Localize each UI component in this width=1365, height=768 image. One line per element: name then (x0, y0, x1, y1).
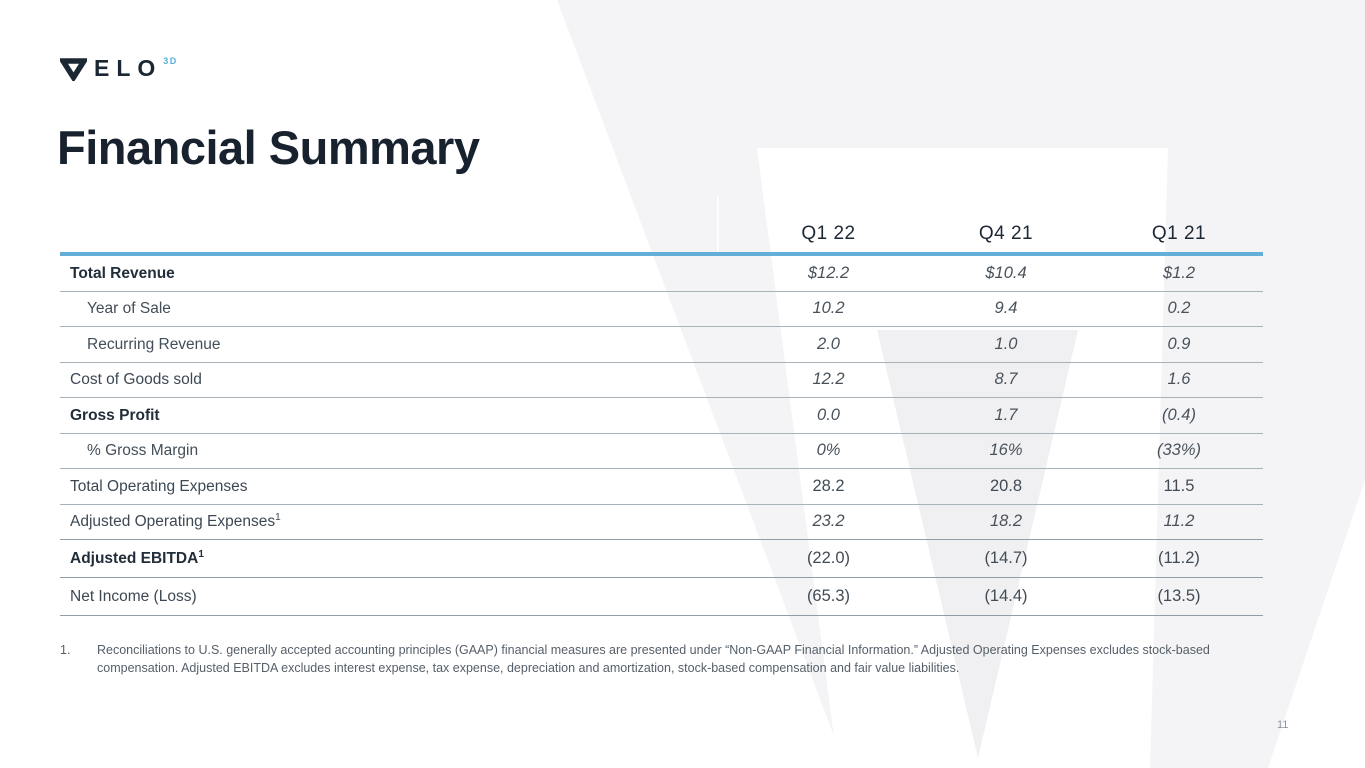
table-row: Adjusted Operating Expenses1 23.2 18.2 1… (60, 505, 1263, 540)
cell-q1-22: 0% (816, 441, 841, 460)
cell-q4-21: (14.7) (984, 549, 1028, 567)
cell-q4-21: 20.8 (989, 476, 1023, 495)
cell-q4-21: 8.7 (994, 370, 1018, 389)
cell-q1-22: 2.0 (817, 334, 840, 353)
cell-q1-21: $1.2 (1162, 263, 1196, 282)
cell-q1-21: 1.6 (1167, 370, 1191, 389)
footnote: 1. Reconciliations to U.S. generally acc… (60, 642, 1257, 677)
header-underline (60, 252, 1263, 256)
cell-q1-21: 11.2 (1163, 512, 1195, 531)
page-title: Financial Summary (57, 121, 480, 174)
row-label: Total Revenue (70, 264, 175, 282)
row-label: Total Operating Expenses (70, 477, 248, 495)
row-label: % Gross Margin (87, 442, 199, 460)
velo3d-logo: ELO 3D (60, 56, 178, 81)
footnote-number: 1. (60, 643, 71, 657)
row-label: Adjusted Operating Expenses1 (70, 512, 281, 531)
row-label: Net Income (Loss) (70, 588, 197, 606)
row-label: Adjusted EBITDA1 (70, 548, 204, 568)
cell-q1-22: (65.3) (806, 587, 851, 605)
footnote-marker: 1 (198, 548, 204, 560)
cell-q4-21: 1.0 (994, 334, 1018, 353)
cell-q1-21: 0.9 (1167, 334, 1191, 353)
cell-q1-21: (0.4) (1162, 405, 1196, 424)
cell-q4-21: (14.4) (984, 587, 1028, 605)
row-label: Year of Sale (87, 300, 171, 318)
table-row: Year of Sale 10.2 9.4 0.2 (60, 292, 1263, 327)
cell-q1-21: 0.2 (1167, 299, 1191, 318)
table-row: Recurring Revenue 2.0 1.0 0.9 (60, 327, 1263, 363)
financial-summary-table: Q1 22 Q4 21 Q1 21 Total Revenue $12.2 $1… (60, 220, 1263, 616)
table-row: Net Income (Loss) (65.3) (14.4) (13.5) (60, 578, 1263, 616)
logo-word: ELO (94, 55, 163, 81)
table-header-row: Q1 22 Q4 21 Q1 21 (60, 220, 1263, 252)
table-row: % Gross Margin 0% 16% (33%) (60, 434, 1263, 469)
table-row: Cost of Goods sold 12.2 8.7 1.6 (60, 363, 1263, 398)
table-body: Total Revenue $12.2 $10.4 $1.2 Year of S… (60, 256, 1263, 616)
page-number: 11 (1277, 719, 1289, 731)
cell-q1-21: (11.2) (1158, 549, 1200, 567)
cell-q4-21: 16% (989, 441, 1023, 460)
cell-q1-22: 23.2 (812, 512, 845, 531)
velo-v-icon (60, 58, 87, 81)
column-divider-line (717, 196, 719, 253)
cell-q1-22: (22.0) (806, 549, 851, 567)
column-header-q1-21: Q1 21 (1151, 223, 1207, 244)
cell-q1-22: 28.2 (812, 476, 845, 495)
cell-q4-21: 9.4 (994, 299, 1018, 318)
cell-q4-21: 1.7 (994, 405, 1018, 424)
column-header-q4-21: Q4 21 (978, 223, 1034, 244)
footnote-text: Reconciliations to U.S. generally accept… (97, 643, 1210, 675)
row-label: Recurring Revenue (87, 335, 221, 353)
table-row: Adjusted EBITDA1 (22.0) (14.7) (11.2) (60, 540, 1263, 578)
cell-q1-22: $12.2 (807, 263, 850, 282)
row-label: Gross Profit (70, 406, 160, 424)
table-row: Total Revenue $12.2 $10.4 $1.2 (60, 256, 1263, 292)
cell-q4-21: $10.4 (985, 263, 1027, 282)
footnote-marker: 1 (275, 512, 281, 524)
cell-q1-22: 12.2 (812, 370, 845, 389)
cell-q1-21: 11.5 (1163, 476, 1195, 495)
row-label: Cost of Goods sold (70, 371, 202, 389)
logo-3d-superscript: 3D (163, 56, 178, 66)
table-row: Total Operating Expenses 28.2 20.8 11.5 (60, 469, 1263, 505)
cell-q4-21: 18.2 (989, 512, 1023, 531)
cell-q1-22: 0.0 (817, 405, 840, 424)
table-row: Gross Profit 0.0 1.7 (0.4) (60, 398, 1263, 434)
cell-q1-21: (13.5) (1157, 587, 1201, 605)
column-header-q1-22: Q1 22 (801, 223, 856, 244)
cell-q1-22: 10.2 (812, 299, 845, 318)
cell-q1-21: (33%) (1156, 441, 1201, 460)
